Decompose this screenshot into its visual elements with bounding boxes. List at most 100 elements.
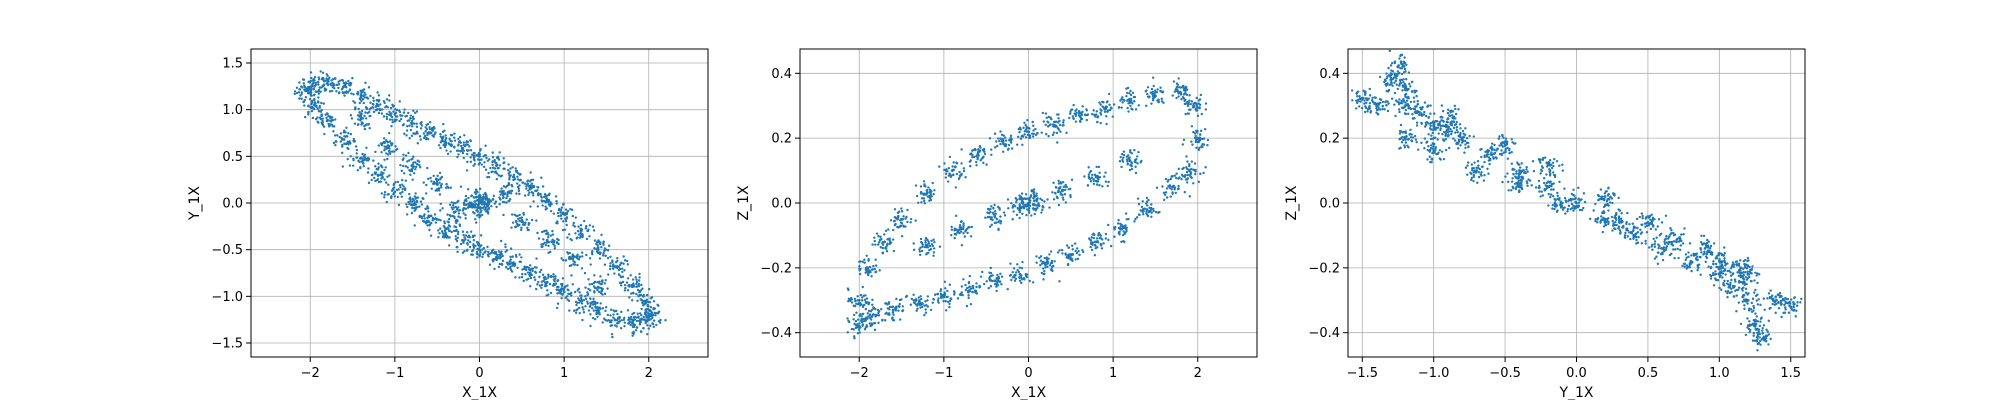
data-point bbox=[1089, 245, 1092, 249]
data-point bbox=[1052, 125, 1055, 128]
data-point bbox=[564, 219, 568, 223]
data-point bbox=[1522, 169, 1525, 172]
data-point bbox=[645, 293, 649, 297]
data-point bbox=[1039, 259, 1043, 262]
data-point bbox=[454, 225, 458, 229]
data-point bbox=[1043, 261, 1047, 264]
data-point bbox=[379, 103, 382, 106]
data-point bbox=[372, 103, 375, 106]
data-point bbox=[936, 299, 940, 302]
data-point bbox=[367, 181, 371, 185]
data-point bbox=[495, 258, 498, 262]
data-point bbox=[1092, 236, 1095, 240]
data-point bbox=[1057, 189, 1060, 192]
data-point bbox=[1639, 232, 1643, 235]
data-point bbox=[504, 186, 507, 189]
data-point bbox=[433, 133, 436, 136]
data-point bbox=[596, 281, 599, 284]
data-point bbox=[1407, 71, 1411, 74]
data-point bbox=[1180, 177, 1183, 181]
data-point bbox=[1541, 194, 1545, 197]
data-point bbox=[455, 149, 459, 152]
data-point bbox=[874, 270, 877, 274]
data-point bbox=[618, 281, 622, 284]
data-point bbox=[1095, 110, 1098, 113]
data-point bbox=[1135, 216, 1139, 219]
data-point bbox=[308, 97, 312, 101]
data-point bbox=[550, 240, 554, 244]
data-point bbox=[901, 218, 905, 221]
data-point bbox=[628, 317, 632, 321]
data-point bbox=[611, 335, 614, 339]
data-point bbox=[383, 193, 386, 196]
data-point bbox=[948, 283, 952, 286]
data-point bbox=[1358, 95, 1361, 98]
data-point bbox=[450, 201, 453, 204]
data-point bbox=[1194, 134, 1197, 138]
data-point bbox=[990, 153, 993, 156]
data-point bbox=[547, 236, 550, 239]
data-point bbox=[864, 268, 868, 271]
data-point bbox=[1194, 107, 1197, 111]
data-point bbox=[1387, 88, 1391, 92]
data-point bbox=[376, 174, 380, 178]
data-point bbox=[953, 232, 956, 236]
data-point bbox=[1074, 258, 1077, 261]
data-point bbox=[422, 181, 425, 184]
data-point bbox=[559, 208, 563, 212]
data-point bbox=[314, 101, 317, 105]
data-point bbox=[1056, 126, 1060, 130]
data-point bbox=[1041, 111, 1045, 115]
data-point bbox=[896, 211, 900, 215]
data-point bbox=[1091, 173, 1094, 177]
data-point bbox=[1405, 78, 1408, 81]
data-point bbox=[572, 260, 575, 263]
data-point bbox=[498, 257, 502, 260]
data-point bbox=[928, 199, 931, 202]
data-point bbox=[1074, 114, 1078, 118]
data-point bbox=[469, 160, 473, 164]
data-point bbox=[604, 254, 607, 258]
data-point bbox=[486, 175, 489, 179]
data-point bbox=[983, 152, 987, 156]
data-point bbox=[419, 138, 422, 141]
data-point bbox=[1069, 112, 1072, 115]
data-point bbox=[1406, 89, 1409, 92]
data-point bbox=[1040, 198, 1044, 202]
data-point bbox=[1041, 208, 1044, 212]
data-point bbox=[1436, 138, 1439, 141]
data-point bbox=[1126, 91, 1129, 95]
data-point bbox=[1198, 146, 1201, 150]
data-point bbox=[414, 197, 417, 200]
data-point bbox=[600, 288, 604, 291]
data-point bbox=[924, 236, 928, 240]
data-point bbox=[1746, 317, 1749, 320]
data-point bbox=[513, 213, 516, 216]
data-point bbox=[1726, 289, 1730, 293]
data-point bbox=[591, 300, 594, 304]
data-point bbox=[1009, 134, 1013, 138]
data-point bbox=[866, 273, 870, 277]
data-point bbox=[429, 176, 432, 180]
data-point bbox=[1192, 130, 1195, 134]
data-point bbox=[310, 91, 313, 95]
data-point bbox=[475, 189, 478, 193]
data-point bbox=[585, 224, 588, 228]
data-point bbox=[421, 196, 424, 200]
data-point bbox=[901, 305, 905, 308]
data-point bbox=[557, 238, 560, 242]
data-point bbox=[540, 283, 544, 287]
data-point bbox=[339, 140, 342, 143]
data-point bbox=[922, 180, 926, 183]
data-point bbox=[379, 180, 383, 183]
data-point bbox=[1100, 247, 1104, 250]
data-point bbox=[1402, 84, 1406, 87]
data-point bbox=[1601, 230, 1605, 234]
data-point bbox=[603, 282, 606, 285]
data-point bbox=[962, 167, 966, 170]
data-point bbox=[588, 289, 592, 292]
data-point bbox=[565, 211, 568, 215]
data-point bbox=[338, 135, 341, 139]
data-point bbox=[569, 264, 573, 267]
data-point bbox=[1059, 190, 1062, 194]
